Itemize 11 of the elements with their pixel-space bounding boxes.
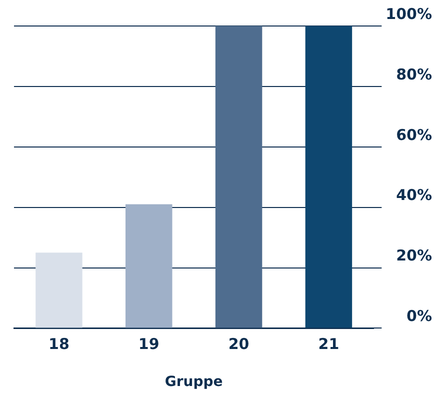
x-tick-label: 21 [318, 335, 340, 354]
y-tick-label: 100% [386, 4, 432, 23]
x-tick-label: 20 [228, 335, 250, 354]
y-tick-label: 80% [396, 65, 432, 84]
x-axis-title: Gruppe [164, 374, 223, 390]
y-tick-label: 40% [396, 186, 432, 204]
x-tick-label: 19 [138, 335, 160, 354]
x-tick-label: 18 [48, 335, 70, 354]
y-tick-label: 0% [406, 307, 432, 326]
y-tick-label: 20% [396, 246, 432, 265]
y-tick-label: 60% [396, 126, 432, 144]
